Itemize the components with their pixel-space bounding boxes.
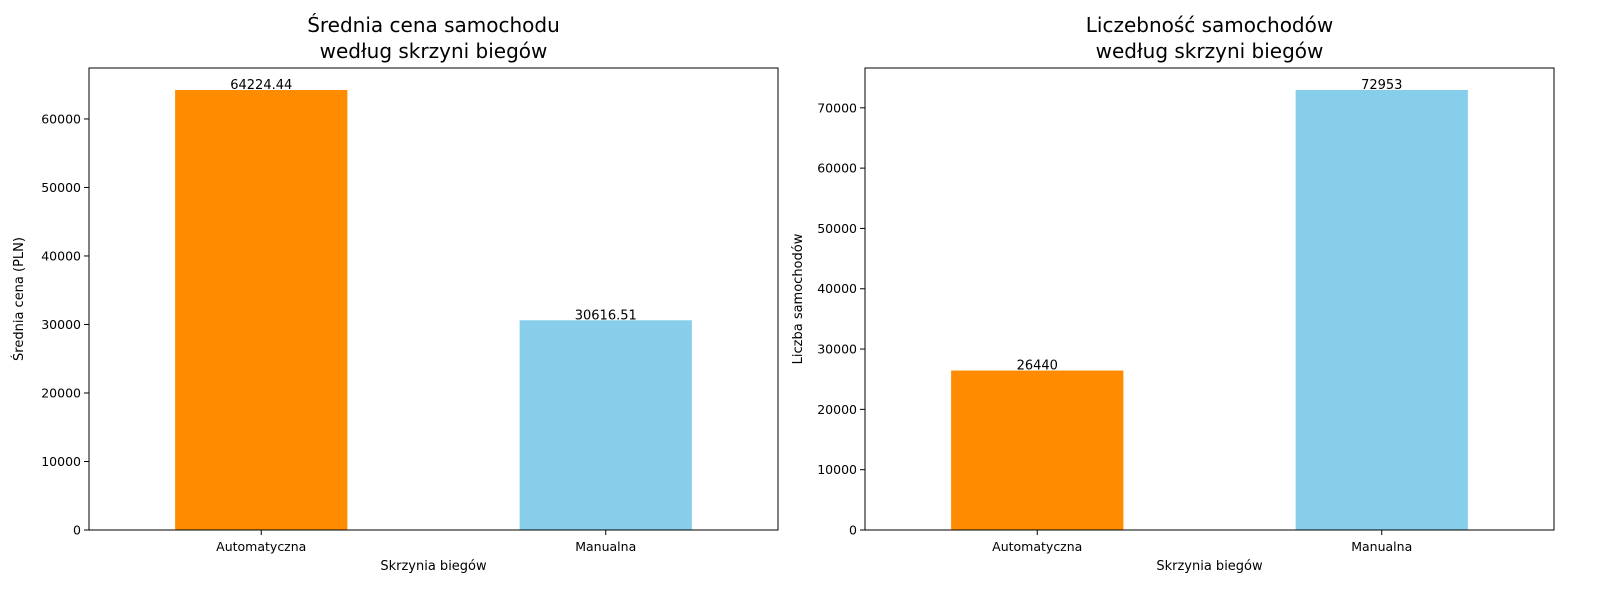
chart-title-line: Średnia cena samochodu (307, 13, 560, 37)
bar-manualna (1295, 90, 1468, 530)
bar-manualna (519, 320, 692, 530)
plot-frame (864, 67, 1555, 531)
y-tick-label: 60000 (41, 111, 81, 126)
y-tick-label: 50000 (41, 180, 81, 195)
bar-automatyczna (175, 90, 348, 531)
y-tick-label: 50000 (817, 221, 857, 236)
y-axis-label: Średnia cena (PLN) (11, 237, 27, 361)
y-tick-label: 60000 (817, 161, 857, 176)
chart-title-line: według skrzyni biegów (1096, 39, 1324, 63)
y-tick-label: 0 (849, 523, 857, 538)
y-tick-label: 10000 (41, 454, 81, 469)
chart-average-price: 0 10000 20000 30000 40000 50000 60000 Automatyc… (11, 13, 779, 574)
chart-title: Średnia cena samochodu według skrzyni bie… (307, 13, 560, 63)
x-tick-label: Automatyczna (216, 539, 306, 554)
y-tick-label: 40000 (41, 248, 81, 263)
y-tick-label: 40000 (817, 281, 857, 296)
chart-title: Liczebność samochodów według skrzyni bieg… (1086, 13, 1333, 63)
y-tick-label: 10000 (817, 462, 857, 477)
data-label: 64224.44 (230, 78, 292, 93)
y-tick-label: 20000 (41, 385, 81, 400)
plot-frame (88, 67, 779, 531)
chart-car-count: 0 10000 20000 30000 40000 50000 60000 70000 Auto… (791, 13, 1555, 574)
y-tick-label: 0 (73, 523, 81, 538)
y-tick-label: 30000 (817, 342, 857, 357)
x-axis-label: Skrzynia biegów (1156, 559, 1263, 574)
x-tick-label: Automatyczna (992, 539, 1082, 554)
bar-automatyczna (951, 370, 1124, 530)
chart-title-line: Liczebność samochodów (1086, 13, 1333, 37)
y-tick-label: 30000 (41, 317, 81, 332)
data-label: 30616.51 (575, 308, 637, 323)
x-tick-label: Manualna (1351, 539, 1412, 554)
data-label: 26440 (1017, 359, 1058, 374)
y-axis-label: Liczba samochodów (791, 233, 806, 364)
y-tick-label: 70000 (817, 100, 857, 115)
x-tick-label: Manualna (575, 539, 636, 554)
data-label: 72953 (1361, 78, 1402, 93)
x-axis-label: Skrzynia biegów (380, 559, 487, 574)
y-tick-label: 20000 (817, 402, 857, 417)
chart-title-line: według skrzyni biegów (320, 39, 548, 63)
